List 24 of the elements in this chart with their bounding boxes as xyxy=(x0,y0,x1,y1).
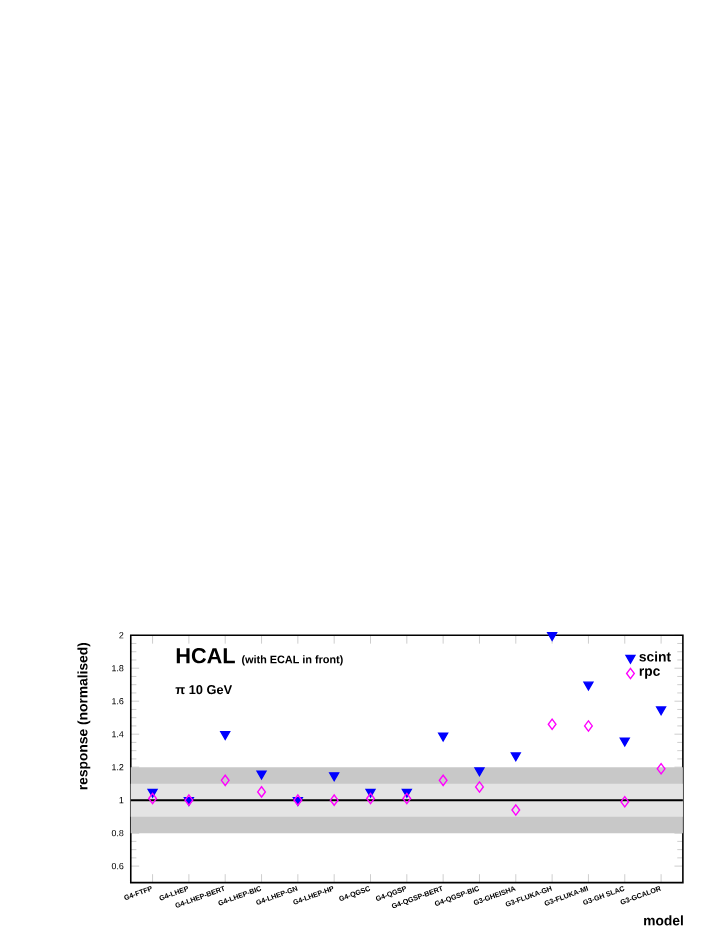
point xyxy=(656,762,666,775)
point xyxy=(619,737,630,747)
point xyxy=(474,767,485,777)
chart-title: HCAL xyxy=(176,648,235,664)
point xyxy=(583,681,594,691)
point xyxy=(219,730,231,740)
point xyxy=(546,631,558,642)
point xyxy=(328,772,340,782)
point xyxy=(438,774,448,787)
point xyxy=(402,792,412,805)
point xyxy=(655,706,667,716)
point xyxy=(437,732,449,742)
point xyxy=(620,795,630,808)
point xyxy=(256,770,267,780)
point xyxy=(329,794,339,806)
point xyxy=(583,720,593,732)
point xyxy=(365,792,375,805)
point xyxy=(511,804,521,816)
point xyxy=(220,774,230,787)
point xyxy=(510,752,521,762)
point xyxy=(547,718,557,731)
point xyxy=(474,781,484,793)
point xyxy=(147,792,157,805)
point xyxy=(256,786,266,798)
